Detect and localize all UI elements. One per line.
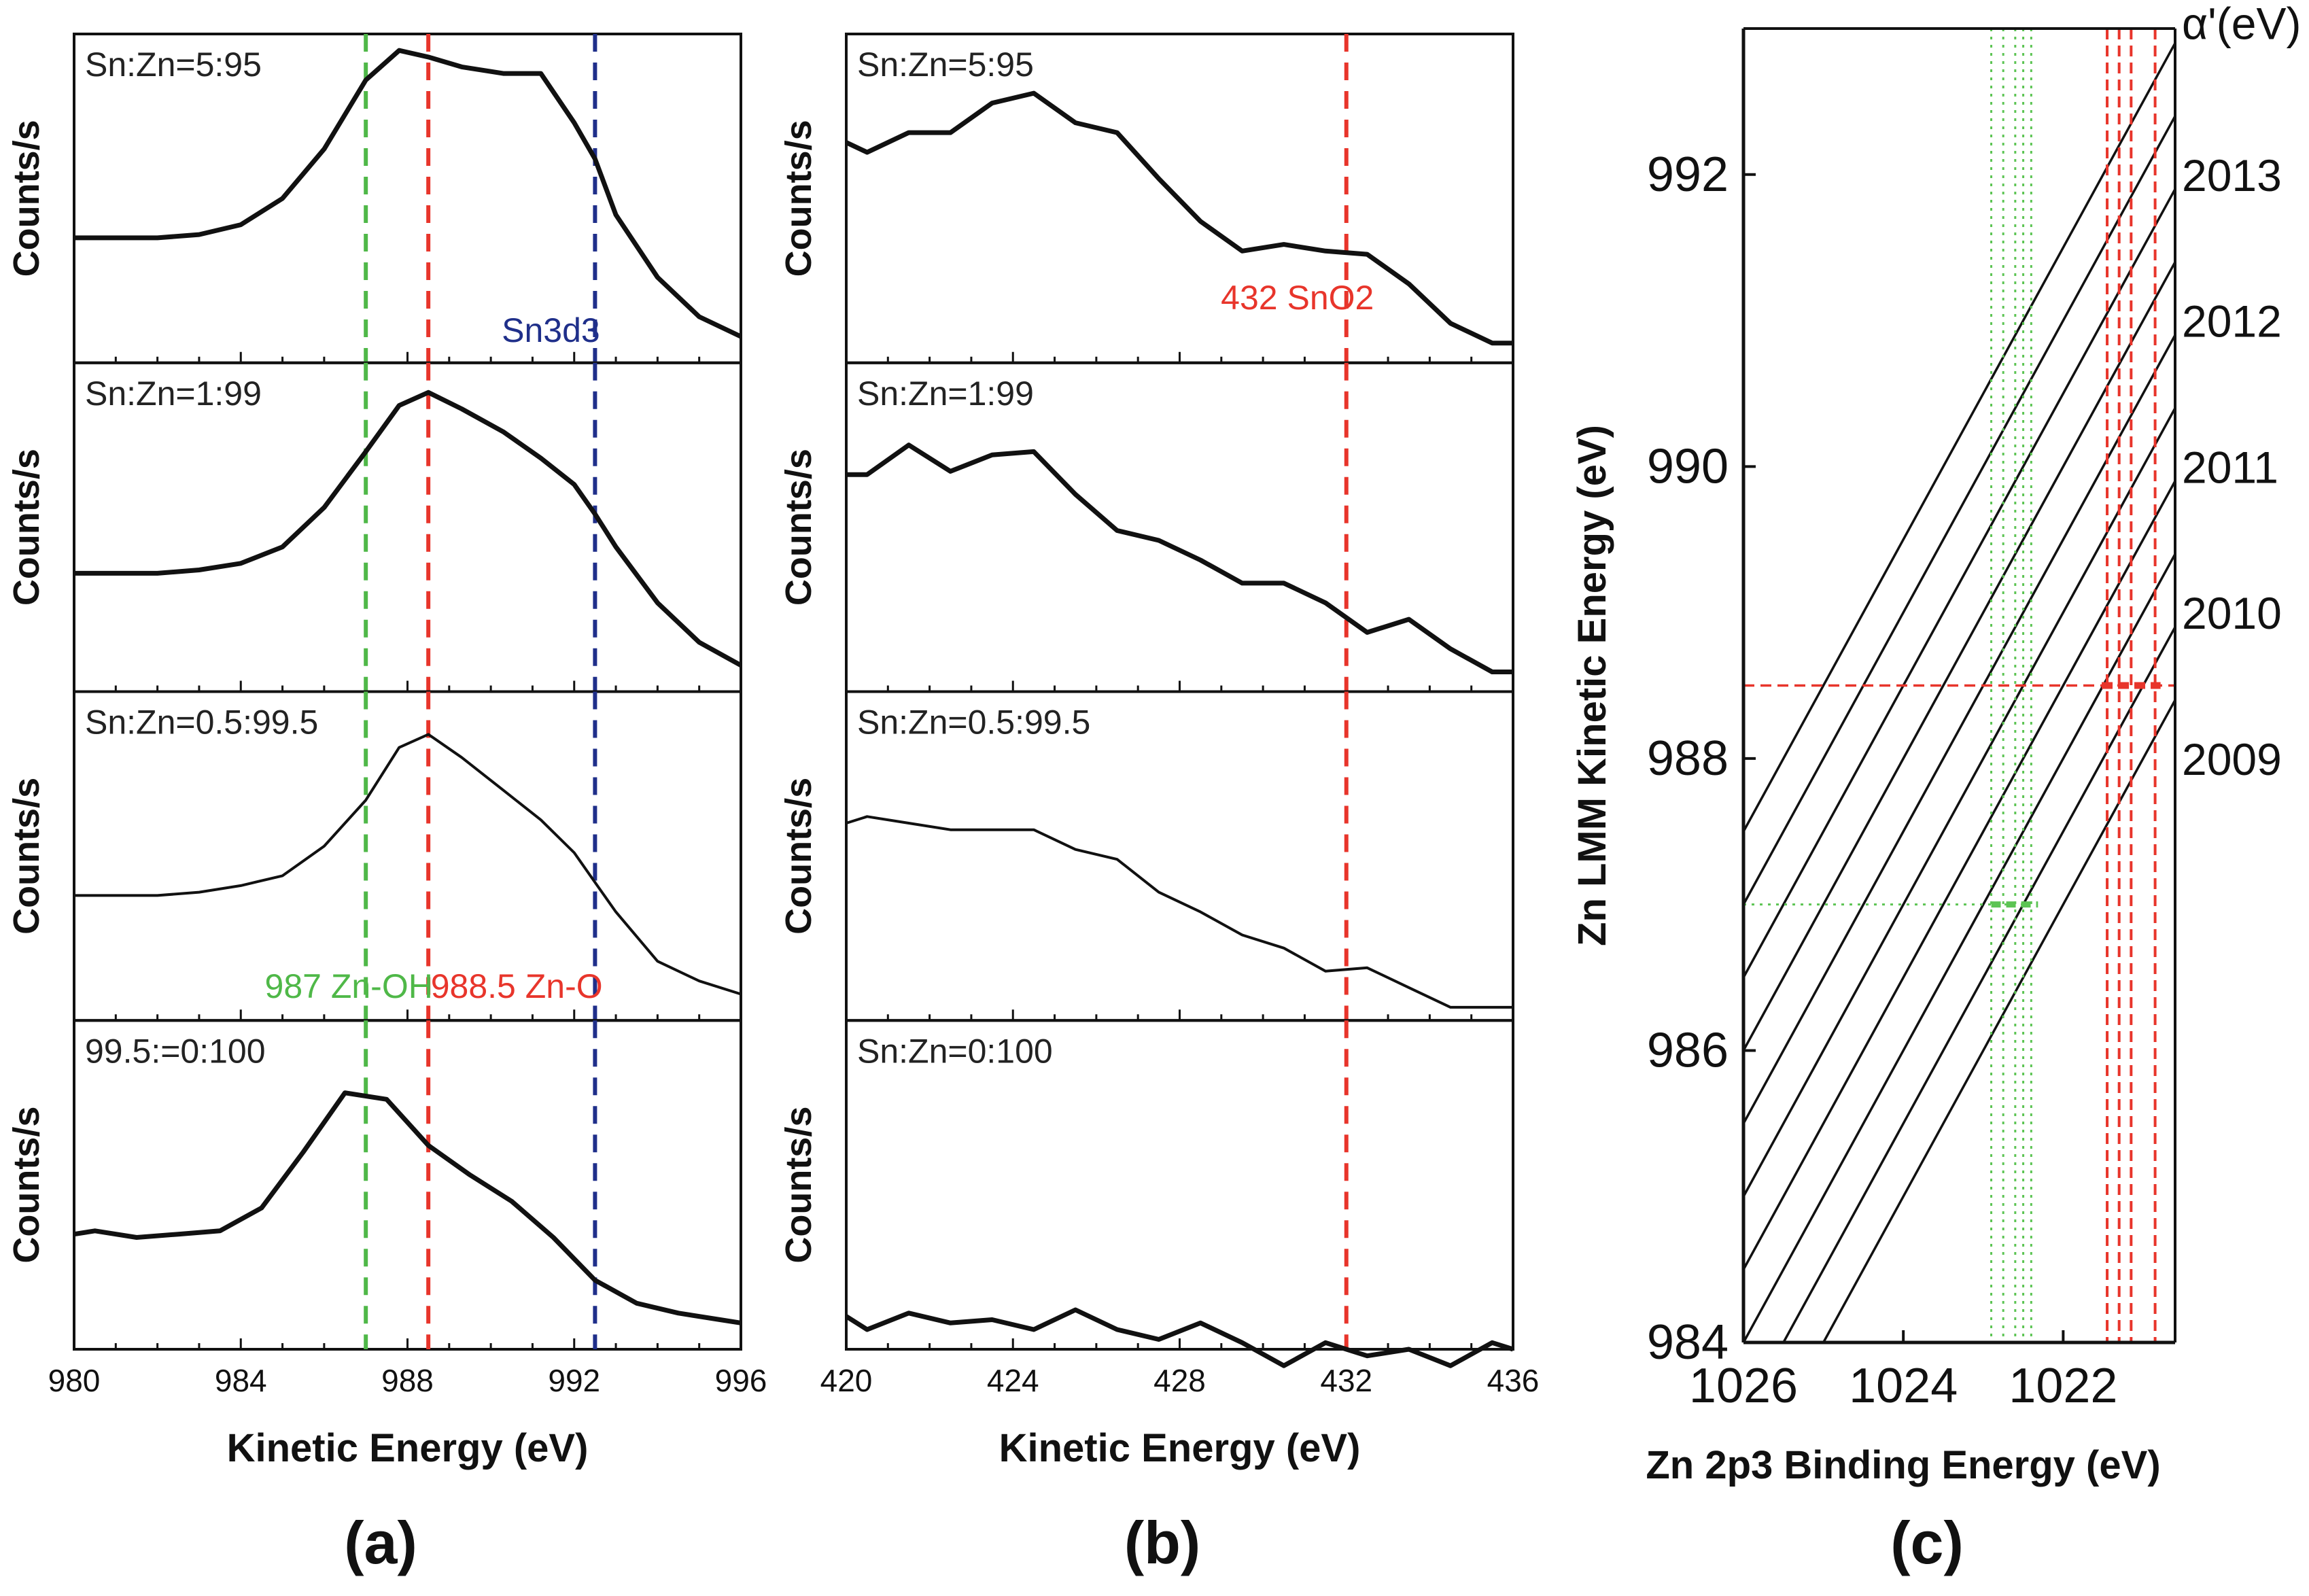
panel-label: Sn:Zn=0:100 — [857, 1032, 1053, 1070]
panel-label: Sn:Zn=0.5:99.5 — [857, 704, 1090, 742]
series-line — [74, 389, 742, 667]
x-tick-label: 428 — [1153, 1363, 1206, 1398]
alpha-line-2011 — [1743, 405, 2175, 1198]
alpha-value-label: 2012 — [2182, 296, 2282, 347]
panel-label: Sn:Zn=1:99 — [85, 375, 262, 413]
alpha-value-label: 2010 — [2182, 588, 2282, 638]
panel-a-4: Counts/s 99.5:=0:100 — [6, 1019, 742, 1351]
series-line — [845, 90, 1513, 346]
alpha-line-2009 — [1822, 697, 2175, 1342]
alpha-line-2010 — [1743, 551, 2175, 1342]
series-line — [74, 733, 742, 996]
x-tick-label: 436 — [1487, 1363, 1540, 1398]
alpha-line-2012 — [1743, 260, 2175, 1052]
panel-label: Sn:Zn=5:95 — [857, 46, 1034, 84]
y-tick-label: 984 — [1647, 1315, 1729, 1370]
alpha-line-2011.5 — [1743, 332, 2175, 1124]
x-tick-label: 432 — [1320, 1363, 1372, 1398]
y-tick-label: 988 — [1647, 731, 1729, 786]
panel-b-4: Counts/s Sn:Zn=0:100 — [778, 1019, 1514, 1368]
x-axis-title: Kinetic Energy (eV) — [999, 1426, 1361, 1470]
alpha-value-label: 2011 — [2182, 442, 2278, 492]
x-tick-label: 424 — [987, 1363, 1039, 1398]
alpha-line-2013.5 — [1743, 40, 2175, 833]
x-axis-title: Zn 2p3 Binding Energy (eV) — [1646, 1443, 2160, 1487]
subfigure-label: (a) — [344, 1509, 417, 1576]
y-axis-label: Counts/s — [778, 1107, 819, 1264]
x-tick-label: 984 — [215, 1363, 267, 1398]
y-axis-label: Counts/s — [778, 449, 819, 606]
subfigure-label: (b) — [1124, 1509, 1200, 1576]
y-axis-label: Counts/s — [6, 120, 47, 277]
panel-a-1: Counts/s Sn:Zn=5:95 — [6, 33, 742, 364]
series-line — [74, 48, 742, 339]
y-axis-label: Counts/s — [6, 449, 47, 606]
panel-a-2: Counts/s Sn:Zn=1:99 — [6, 361, 742, 693]
reference-label-0: 432 SnO2 — [1221, 279, 1374, 317]
panel-b-2: Counts/s Sn:Zn=1:99 — [778, 361, 1514, 693]
panel-label: Sn:Zn=0.5:99.5 — [85, 704, 318, 742]
x-tick-label: 1026 — [1689, 1359, 1798, 1413]
panel-b-3: Counts/s Sn:Zn=0.5:99.5 — [778, 690, 1514, 1022]
panel-label: Sn:Zn=1:99 — [857, 375, 1034, 413]
y-axis-label: Counts/s — [778, 778, 819, 935]
y-axis-label: Counts/s — [6, 778, 47, 935]
alpha-value-label: 2013 — [2182, 150, 2282, 201]
alpha-line-2010.5 — [1743, 479, 2175, 1270]
panel-a-3: Counts/s Sn:Zn=0.5:99.5 — [6, 690, 742, 1022]
panel-label: Sn:Zn=5:95 — [85, 46, 262, 84]
x-tick-label: 988 — [381, 1363, 434, 1398]
y-axis-label: Counts/s — [6, 1107, 47, 1264]
alpha-line-2012.5 — [1743, 186, 2175, 978]
series-line — [73, 1090, 742, 1325]
y-tick-label: 986 — [1647, 1023, 1729, 1077]
x-tick-label: 996 — [715, 1363, 767, 1398]
x-tick-label: 1022 — [2009, 1359, 2117, 1413]
panel-b-1: Counts/s Sn:Zn=5:95 — [778, 33, 1514, 364]
series-line — [846, 443, 1513, 674]
x-tick-label: 420 — [820, 1363, 873, 1398]
reference-label-0: 987 Zn-OH — [265, 967, 433, 1005]
reference-label-2: Sn3d3 — [502, 311, 600, 349]
chart-a: Counts/sSn:Zn=5:95Counts/sSn:Zn=1:99Coun… — [6, 33, 767, 1576]
alpha-line-2013 — [1743, 114, 2175, 905]
reference-label-1: 988.5 Zn-O — [431, 967, 603, 1005]
x-tick-label: 1024 — [1849, 1359, 1958, 1413]
y-tick-label: 990 — [1647, 439, 1729, 493]
series-line — [846, 815, 1513, 1009]
plot-area — [1743, 29, 2175, 1342]
alpha-header: α'(eV) — [2182, 0, 2301, 48]
y-tick-label: 992 — [1647, 148, 1729, 202]
panel-label: 99.5:=0:100 — [85, 1032, 266, 1070]
x-axis-title: Kinetic Energy (eV) — [227, 1426, 589, 1470]
y-axis-label: Counts/s — [778, 120, 819, 277]
chart-c: 984 986 988 990 992 1026 1024 1022 α'(eV) 2013 201… — [1570, 0, 2301, 1576]
chart-b: Counts/sSn:Zn=5:95Counts/sSn:Zn=1:99Coun… — [778, 33, 1540, 1576]
alpha-line-2009.5 — [1782, 624, 2175, 1342]
x-tick-label: 980 — [48, 1363, 101, 1398]
series-line — [845, 1307, 1514, 1368]
alpha-value-label: 2009 — [2182, 734, 2282, 784]
subfigure-label: (c) — [1890, 1509, 1964, 1576]
y-axis-title: Zn LMM Kinetic Energy (eV) — [1570, 425, 1614, 946]
x-tick-label: 992 — [548, 1363, 600, 1398]
